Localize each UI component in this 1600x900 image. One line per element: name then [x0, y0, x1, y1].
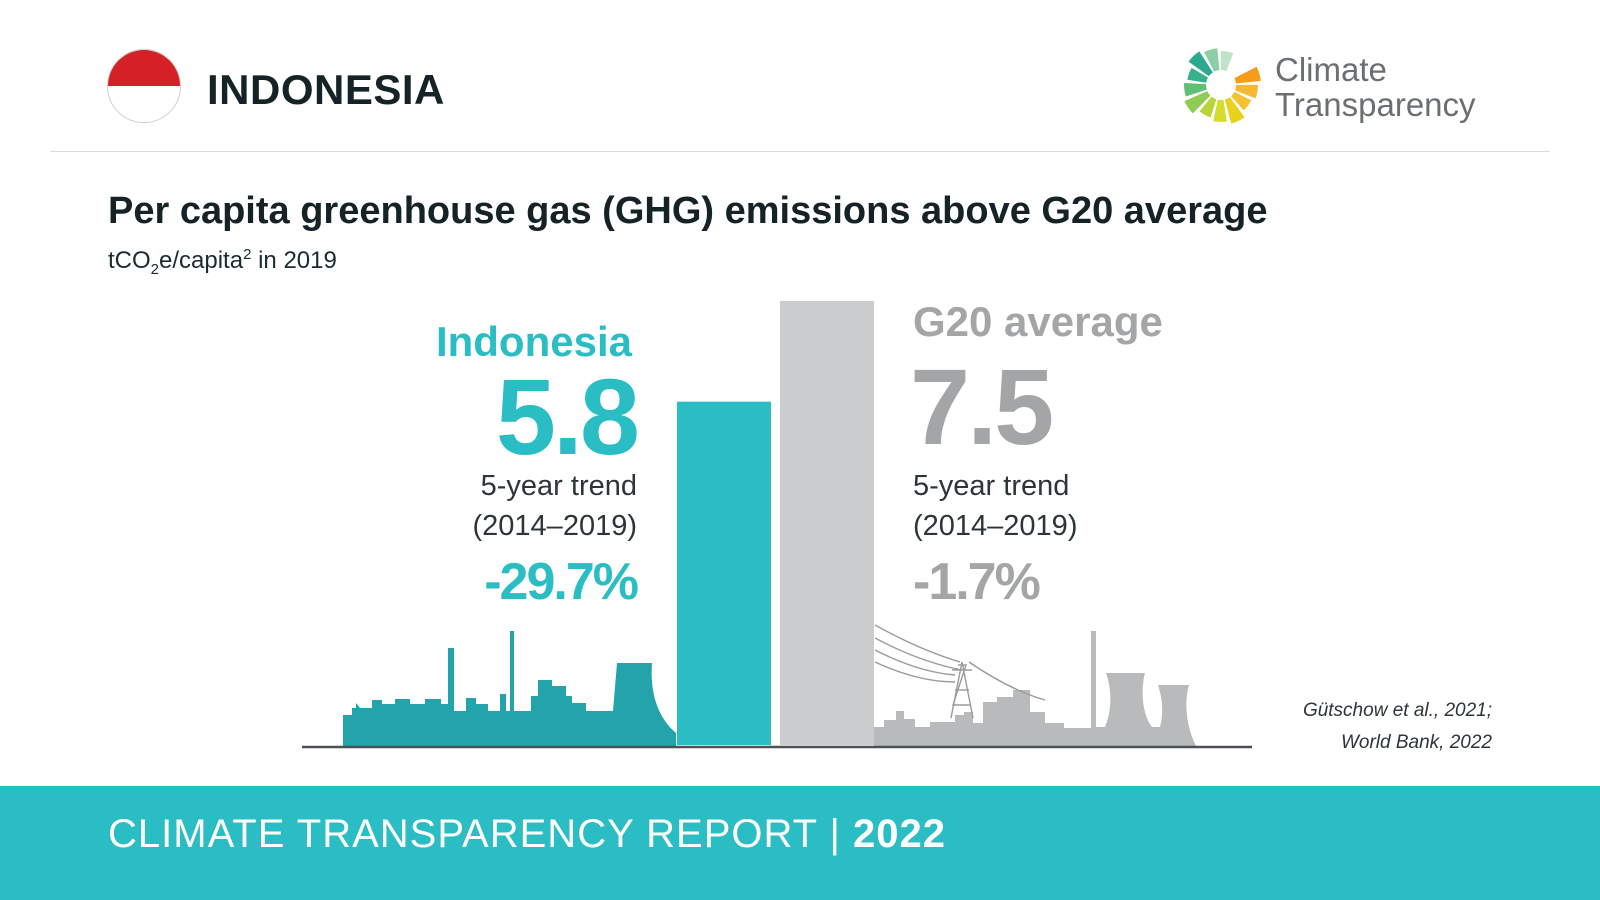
source-line2: World Bank, 2022 [1340, 732, 1492, 753]
subtitle-mid: e/capita [159, 247, 244, 274]
chart-title: Per capita greenhouse gas (GHG) emission… [108, 190, 1268, 232]
logo-petal [1220, 50, 1234, 72]
bar-g20-average [780, 301, 874, 745]
industrial-skyline-right [874, 624, 1196, 746]
industrial-skyline-left [343, 631, 676, 746]
logo-petal [1204, 48, 1220, 72]
footer-text: CLIMATE TRANSPARENCY REPORT | 2022 [108, 812, 946, 857]
g20-label: G20 average [913, 298, 1163, 345]
g20-trend-line1: 5-year trend [913, 470, 1070, 502]
logo-petal [1234, 66, 1261, 84]
g20-trend-change: -1.7% [913, 553, 1041, 611]
logo-petal [1184, 91, 1211, 114]
subtitle-superscript: 2 [243, 246, 252, 263]
header-divider [50, 151, 1550, 152]
logo-petal [1224, 97, 1245, 124]
indonesia-value-label: 5.8 [495, 356, 640, 477]
logo-petal [1199, 96, 1217, 118]
footer-year: 2022 [853, 812, 946, 856]
logo-line1: Climate [1275, 51, 1387, 88]
subtitle-suffix: in 2019 [251, 247, 337, 274]
logo-petal [1184, 82, 1207, 97]
logo-petal [1188, 51, 1213, 77]
subtitle-prefix: tCO [108, 247, 151, 274]
indonesia-trend-line1: 5-year trend [480, 470, 637, 502]
g20-trend-line2: (2014–2019) [913, 510, 1078, 542]
logo-text: Climate Transparency [1275, 52, 1476, 122]
indonesia-trend-change: -29.7% [484, 553, 639, 611]
source-line1: Gütschow et al., 2021; [1302, 700, 1492, 721]
g20-value-label: 7.5 [910, 346, 1054, 467]
indonesia-trend-label: 5-year trend (2014–2019) [473, 466, 637, 546]
indonesia-trend-line2: (2014–2019) [472, 510, 637, 542]
source-note: Gütschow et al., 2021; World Bank, 2022 [1303, 695, 1492, 759]
country-title: INDONESIA [207, 66, 445, 113]
footer-report: CLIMATE TRANSPARENCY REPORT [108, 812, 818, 856]
footer-banner: CLIMATE TRANSPARENCY REPORT | 2022 [0, 786, 1600, 900]
subtitle-subscript: 2 [150, 260, 160, 278]
logo-petal [1231, 91, 1252, 111]
footer-separator: | [817, 812, 854, 856]
indonesia-label: Indonesia [435, 318, 632, 365]
chart-subtitle: tCO2e/capita2 in 2019 [108, 246, 337, 278]
bar-indonesia [677, 401, 771, 745]
logo-petal [1234, 84, 1259, 99]
logo-line2: Transparency [1275, 86, 1476, 123]
climate-transparency-logo-icon [1184, 48, 1261, 124]
logo-petal [1187, 67, 1209, 83]
g20-trend-label: 5-year trend (2014–2019) [913, 466, 1077, 546]
logo-petal [1213, 99, 1227, 122]
